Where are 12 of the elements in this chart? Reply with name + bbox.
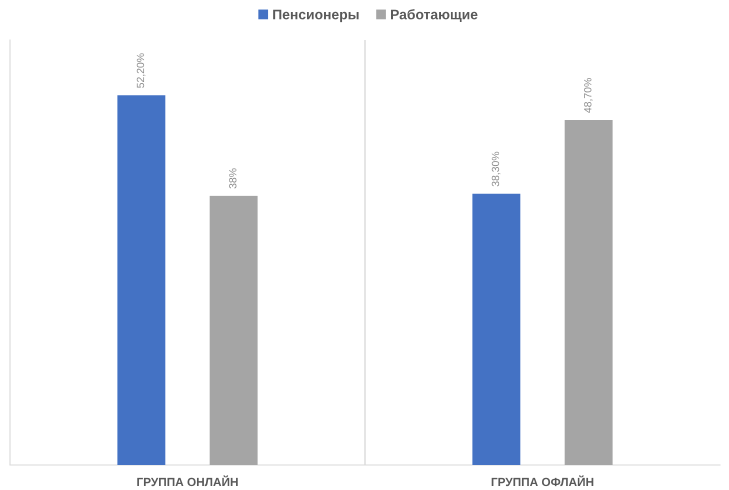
x-tick-label: ГРУППА ОФЛАЙН xyxy=(492,475,594,486)
legend-label: Работающие xyxy=(391,9,478,22)
bar xyxy=(117,95,166,465)
legend-label: Пенсионеры xyxy=(273,10,359,22)
data-label: 52,20% xyxy=(136,53,146,88)
bar xyxy=(472,194,520,465)
bar xyxy=(564,120,613,465)
bar xyxy=(210,196,258,465)
data-label: 48,70% xyxy=(584,78,593,113)
data-label: 38% xyxy=(229,168,236,188)
data-label: 38,30% xyxy=(492,152,500,186)
x-tick-label: ГРУППА ОНЛАЙН xyxy=(137,475,238,486)
